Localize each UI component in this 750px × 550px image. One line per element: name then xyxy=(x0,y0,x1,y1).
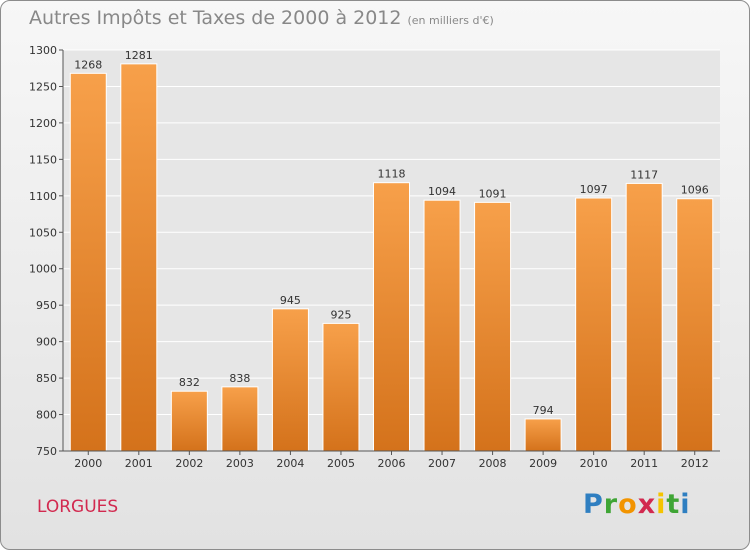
x-tick-label: 2011 xyxy=(630,457,658,470)
bar xyxy=(676,198,714,452)
bar xyxy=(575,197,613,452)
bar xyxy=(474,201,512,452)
x-tick-label: 2002 xyxy=(175,457,203,470)
y-tick-label: 1000 xyxy=(29,263,57,276)
logo-letter: i xyxy=(656,489,667,520)
data-label: 1096 xyxy=(681,184,709,197)
logo-letter: i xyxy=(680,489,691,520)
data-label: 1268 xyxy=(74,58,102,71)
bar xyxy=(373,182,410,452)
x-tick-label: 2009 xyxy=(529,457,557,470)
chart-unit: (en milliers d'€) xyxy=(407,14,494,27)
logo-letter: P xyxy=(583,489,604,520)
bar xyxy=(423,199,461,452)
logo-letter: o xyxy=(618,489,638,520)
data-label: 838 xyxy=(229,372,250,385)
y-tick-label: 1150 xyxy=(29,153,57,166)
logo-letter: x xyxy=(637,489,657,520)
y-tick-label: 1250 xyxy=(29,80,57,93)
y-tick-label: 1050 xyxy=(29,226,57,239)
data-label: 794 xyxy=(533,404,554,417)
proxiti-logo: Proxiti xyxy=(583,489,691,520)
bar xyxy=(524,418,562,452)
bar xyxy=(221,386,259,452)
y-tick-label: 800 xyxy=(36,409,57,422)
x-tick-label: 2012 xyxy=(681,457,709,470)
x-tick-label: 2003 xyxy=(226,457,254,470)
data-label: 1097 xyxy=(580,183,608,196)
x-tick-label: 2000 xyxy=(74,457,102,470)
data-label: 1091 xyxy=(479,187,507,200)
x-tick-label: 2008 xyxy=(479,457,507,470)
y-tick-label: 950 xyxy=(36,299,57,312)
data-label: 1281 xyxy=(125,49,153,62)
y-tick-label: 850 xyxy=(36,372,57,385)
data-label: 1094 xyxy=(428,185,456,198)
data-label: 925 xyxy=(330,308,351,321)
bar xyxy=(69,72,107,452)
data-label: 945 xyxy=(280,294,301,307)
x-tick-label: 2005 xyxy=(327,457,355,470)
y-tick-label: 1100 xyxy=(29,190,57,203)
logo-letter: r xyxy=(603,489,619,520)
x-tick-label: 2004 xyxy=(276,457,304,470)
y-tick-label: 1300 xyxy=(29,44,57,57)
data-label: 832 xyxy=(179,376,200,389)
y-tick-label: 1200 xyxy=(29,117,57,130)
chart-title-text: Autres Impôts et Taxes de 2000 à 2012 xyxy=(29,7,402,29)
bar xyxy=(322,322,360,452)
commune-name: LORGUES xyxy=(37,497,119,517)
bar xyxy=(120,63,158,452)
x-tick-label: 2007 xyxy=(428,457,456,470)
logo-letter: t xyxy=(666,489,681,520)
bar xyxy=(271,308,309,452)
data-label: 1117 xyxy=(630,168,658,181)
bar xyxy=(170,390,208,452)
bar xyxy=(625,182,663,452)
x-tick-label: 2010 xyxy=(580,457,608,470)
data-label: 1118 xyxy=(378,168,406,181)
y-tick-label: 750 xyxy=(36,445,57,458)
x-tick-label: 2001 xyxy=(125,457,153,470)
x-tick-label: 2006 xyxy=(378,457,406,470)
y-tick-label: 900 xyxy=(36,336,57,349)
chart-title: Autres Impôts et Taxes de 2000 à 2012 (en… xyxy=(29,7,494,29)
